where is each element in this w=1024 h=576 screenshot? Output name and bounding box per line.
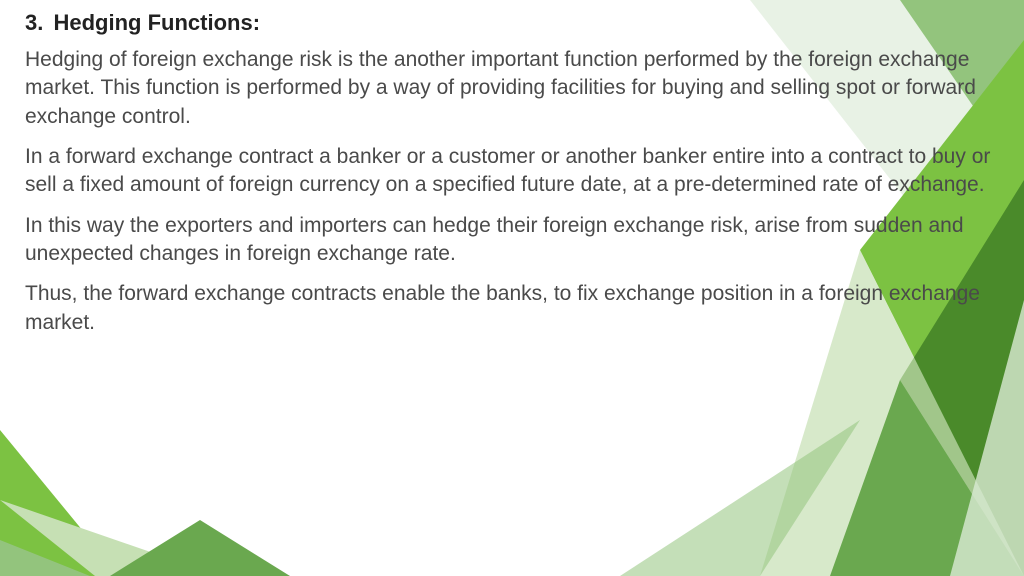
- paragraph-1: Hedging of foreign exchange risk is the …: [25, 46, 999, 131]
- heading-title: Hedging Functions:: [53, 10, 260, 35]
- paragraph-3: In this way the exporters and importers …: [25, 212, 999, 269]
- paragraph-2: In a forward exchange contract a banker …: [25, 143, 999, 200]
- slide-heading: 3. Hedging Functions:: [25, 10, 999, 36]
- heading-number: 3.: [25, 10, 43, 36]
- slide-content: 3. Hedging Functions: Hedging of foreign…: [0, 0, 1024, 576]
- paragraph-4: Thus, the forward exchange contracts ena…: [25, 280, 999, 337]
